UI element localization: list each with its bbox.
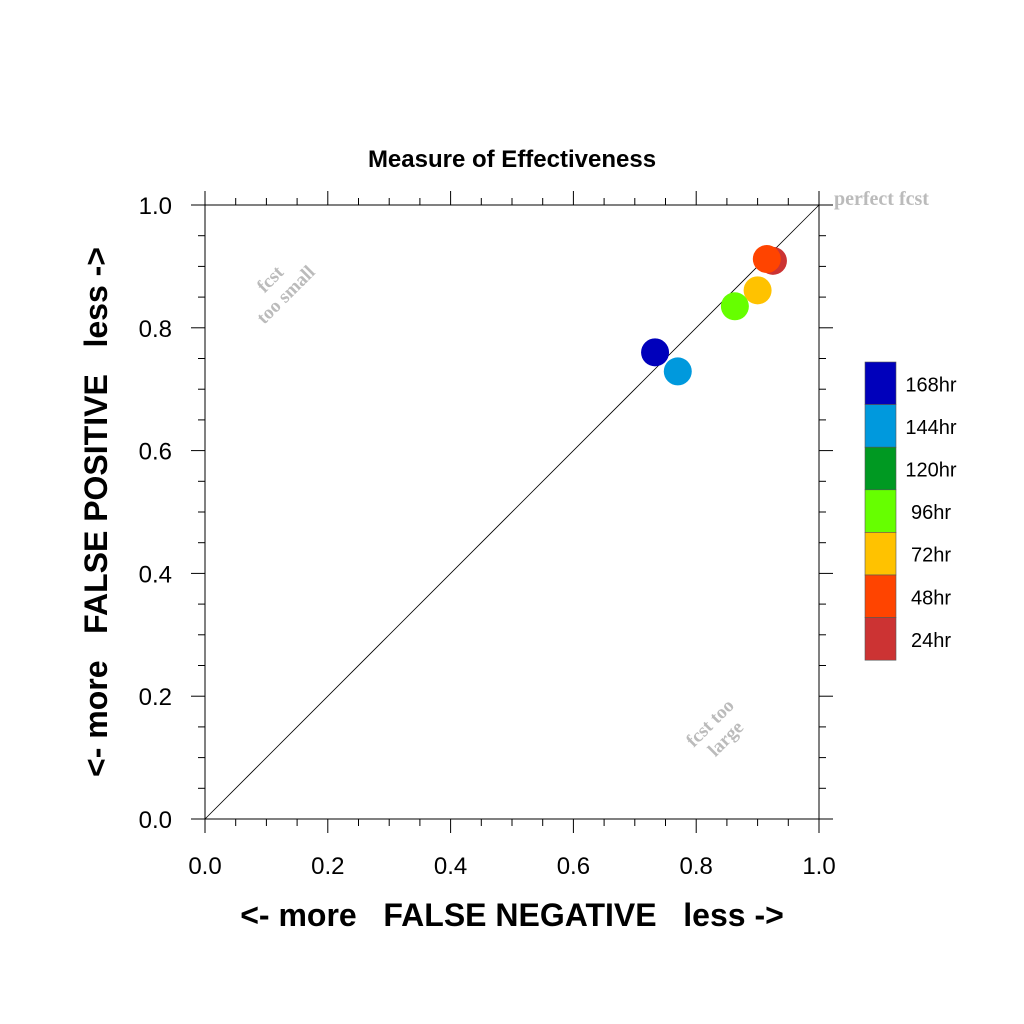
data-point-96hr [720, 292, 749, 321]
x-axis-label: <- more FALSE NEGATIVE less -> [240, 897, 784, 933]
legend-label-24hr: 24hr [911, 630, 951, 652]
legend-swatch-168hr [864, 361, 897, 405]
data-point-168hr [641, 338, 670, 367]
y-tick-label: 0.2 [139, 684, 172, 711]
data-points [641, 245, 787, 386]
legend: 168hr 144hr 120hr 96hr 72hr 48hr 24hr [864, 361, 957, 661]
axis-ticks: 0.0 0.2 0.4 0.6 0.8 1.0 0.0 0.2 0.4 0.6 0.8 1.0 [139, 191, 836, 880]
legend-label-96hr: 96hr [911, 502, 951, 524]
legend-swatch-120hr [864, 446, 897, 491]
y-tick-label: 0.6 [139, 439, 172, 466]
legend-swatch-48hr [864, 574, 897, 618]
legend-label-48hr: 48hr [911, 587, 951, 609]
legend-swatch-144hr [864, 404, 897, 448]
x-tick-label: 1.0 [802, 853, 835, 880]
y-tick-label: 0.0 [139, 807, 172, 834]
annotation-perfect-fcst: perfect fcst [834, 188, 929, 210]
legend-label-120hr: 120hr [905, 460, 956, 482]
y-tick-label: 0.4 [139, 561, 172, 588]
x-tick-label: 0.0 [188, 853, 221, 880]
annotation-fcst-too-small: fcst too small [253, 262, 320, 329]
annotation-fcst-too-large: fcst too large [682, 695, 748, 761]
data-point-48hr [752, 245, 781, 274]
legend-swatch-24hr [864, 617, 897, 661]
x-tick-label: 0.2 [311, 853, 344, 880]
y-axis-label: <- more FALSE POSITIVE less -> [78, 247, 114, 777]
data-point-72hr [743, 276, 772, 305]
y-tick-label: 1.0 [139, 193, 172, 220]
x-tick-label: 0.8 [680, 853, 713, 880]
legend-label-144hr: 144hr [905, 417, 956, 439]
y-tick-label: 0.8 [139, 316, 172, 343]
legend-label-168hr: 168hr [905, 374, 956, 396]
chart-title: Measure of Effectiveness [368, 146, 656, 173]
legend-label-72hr: 72hr [911, 545, 951, 567]
reference-diagonal [204, 204, 820, 820]
legend-swatch-96hr [864, 489, 897, 533]
legend-swatch-72hr [864, 532, 897, 576]
data-point-144hr [663, 357, 692, 386]
x-tick-label: 0.4 [434, 853, 467, 880]
x-tick-label: 0.6 [557, 853, 590, 880]
